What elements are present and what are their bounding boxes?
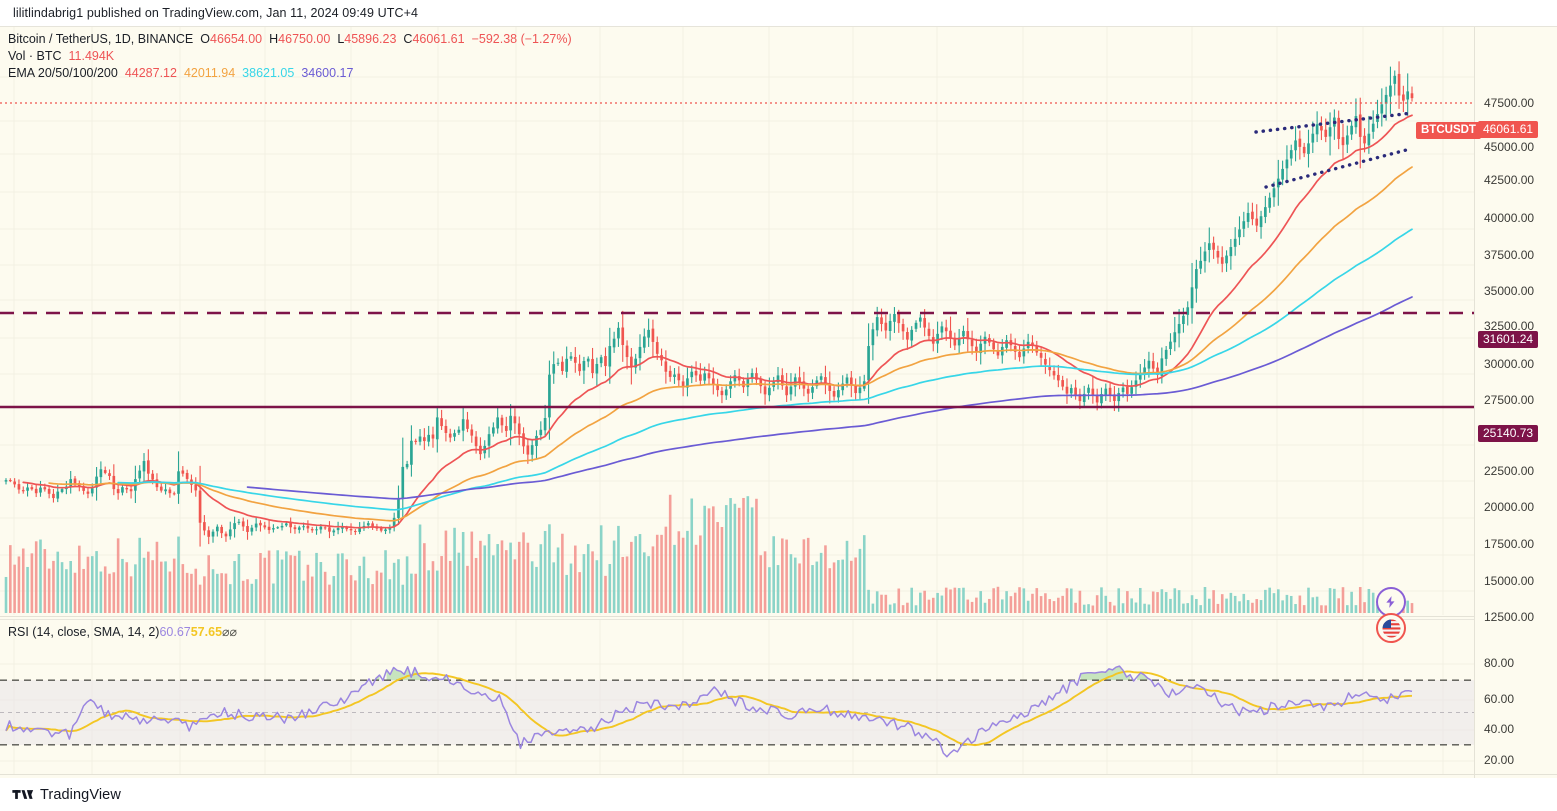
price-tick-4: 37500.00 xyxy=(1484,248,1535,262)
symbol-price-tag: BTCUSDT xyxy=(1416,122,1481,139)
resistance-level-tag: 31601.24 xyxy=(1478,331,1539,348)
lightning-icon xyxy=(1386,596,1395,608)
price-grid xyxy=(0,27,1474,615)
price-tick-7: 30000.00 xyxy=(1484,357,1535,371)
tradingview-logo[interactable]: TradingView xyxy=(0,787,121,803)
ema-lines xyxy=(22,114,1413,529)
price-plot xyxy=(0,27,1474,615)
tradingview-wordmark: TradingView xyxy=(40,786,121,803)
rsi-tick-1: 60.00 xyxy=(1484,692,1515,706)
support-level-tag: 25140.73 xyxy=(1478,425,1539,442)
rsi-tick-2: 40.00 xyxy=(1484,722,1515,736)
price-tick-5: 35000.00 xyxy=(1484,284,1535,298)
price-tick-9: 22500.00 xyxy=(1484,464,1535,478)
rsi-overbought-fill xyxy=(368,666,1148,681)
rsi-tick-3: 20.00 xyxy=(1484,753,1515,767)
current-price-tag: 46061.61 xyxy=(1478,121,1539,138)
footer: TradingView xyxy=(0,778,1557,811)
price-tick-3: 40000.00 xyxy=(1484,211,1535,225)
publish-text: lilitlindabrig1 published on TradingView… xyxy=(13,6,419,20)
price-tick-1: 45000.00 xyxy=(1484,140,1535,154)
ema-20-line xyxy=(22,114,1413,529)
us-flag-badge[interactable] xyxy=(1376,613,1406,643)
trendlines[interactable] xyxy=(1254,111,1414,189)
price-tick-2: 42500.00 xyxy=(1484,173,1535,187)
tradingview-mark-icon xyxy=(12,790,34,799)
us-flag-icon xyxy=(1382,619,1400,637)
trendline-lower xyxy=(1264,147,1412,189)
ema-200-line xyxy=(246,296,1413,500)
rsi-pane[interactable] xyxy=(0,619,1474,775)
price-axis[interactable]: USDT 47500.0045000.0042500.0040000.00375… xyxy=(1474,27,1557,779)
trendline-upper xyxy=(1254,111,1414,134)
volume-bars xyxy=(4,494,1414,613)
rsi-tick-0: 80.00 xyxy=(1484,656,1515,670)
rsi-sma-line xyxy=(5,670,1413,747)
price-tick-13: 12500.00 xyxy=(1484,610,1535,624)
ema-50-line xyxy=(48,166,1413,522)
chart-frame: Bitcoin / TetherUS, 1D, BINANCE O46654.00… xyxy=(0,26,1557,806)
price-tick-12: 15000.00 xyxy=(1484,574,1535,588)
price-tick-0: 47500.00 xyxy=(1484,96,1535,110)
pane-separator xyxy=(0,616,1474,617)
rsi-plot xyxy=(0,620,1474,775)
candlesticks xyxy=(4,61,1414,547)
rsi-line xyxy=(5,665,1413,758)
price-tick-10: 20000.00 xyxy=(1484,500,1535,514)
price-tick-6: 32500.00 xyxy=(1484,319,1535,333)
ema-100-line xyxy=(117,228,1413,511)
price-tick-11: 17500.00 xyxy=(1484,537,1535,551)
publish-bar: lilitlindabrig1 published on TradingView… xyxy=(0,0,1557,26)
support-resistance-lines xyxy=(0,102,1474,409)
price-tick-8: 27500.00 xyxy=(1484,393,1535,407)
price-pane[interactable] xyxy=(0,27,1474,615)
